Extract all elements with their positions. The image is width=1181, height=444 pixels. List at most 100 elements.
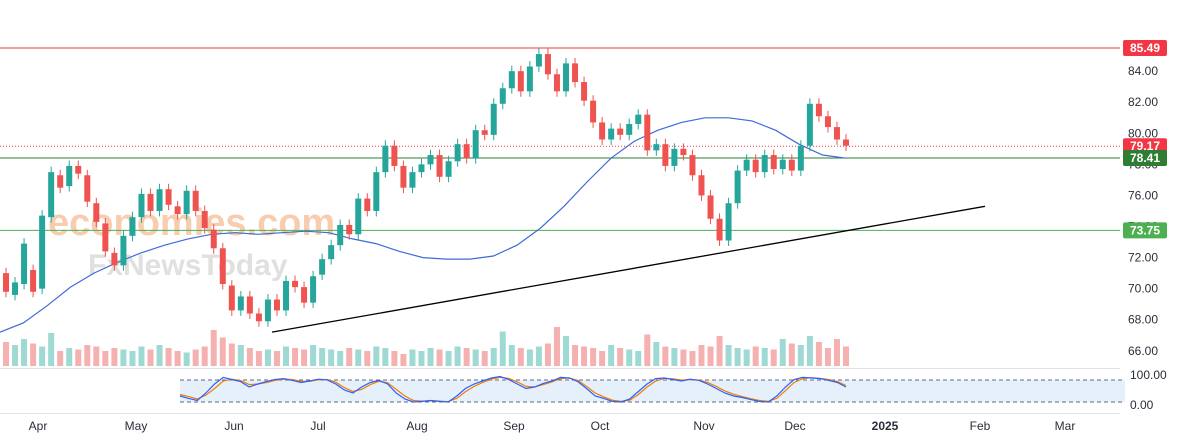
candle-body[interactable] (39, 215, 46, 289)
candle-body[interactable] (228, 285, 235, 311)
candle-body[interactable] (129, 217, 136, 236)
candle-body[interactable] (508, 71, 515, 89)
candle-body[interactable] (626, 123, 633, 135)
candle-body[interactable] (725, 203, 732, 241)
candle-body[interactable] (572, 63, 579, 83)
candle-body[interactable] (644, 114, 651, 151)
candle-body[interactable] (734, 170, 741, 204)
candle-body[interactable] (671, 148, 678, 166)
candle-body[interactable] (93, 203, 100, 222)
candle-body[interactable] (752, 159, 759, 173)
candle-body[interactable] (608, 128, 615, 140)
candle-body[interactable] (174, 206, 181, 215)
candle-body[interactable] (743, 159, 750, 171)
candle-body[interactable] (698, 175, 705, 196)
trendline-line[interactable] (271, 205, 986, 333)
candle-body[interactable] (653, 144, 660, 151)
candle-body[interactable] (237, 296, 244, 311)
candle-body[interactable] (563, 63, 569, 92)
candle-body[interactable] (319, 259, 326, 275)
candle-body[interactable] (120, 235, 127, 266)
candle-body[interactable] (192, 190, 199, 211)
candle-body[interactable] (843, 139, 849, 146)
candle-body[interactable] (833, 127, 840, 140)
candle-body[interactable] (535, 54, 542, 67)
candle-body[interactable] (409, 172, 416, 188)
candle-body[interactable] (156, 189, 163, 211)
candle-body[interactable] (436, 155, 443, 177)
candle-body[interactable] (779, 159, 786, 170)
candle-body[interactable] (707, 195, 714, 219)
candle-body[interactable] (581, 82, 588, 101)
candle-body[interactable] (328, 245, 335, 260)
candle-body[interactable] (84, 175, 91, 202)
candle-body[interactable] (147, 193, 154, 211)
candle-body[interactable] (183, 190, 190, 215)
candle-body[interactable] (264, 299, 271, 322)
candle-body[interactable] (788, 159, 795, 171)
candle-body[interactable] (770, 155, 777, 170)
candle-body[interactable] (544, 54, 551, 75)
candle-body[interactable] (382, 145, 389, 173)
candle-body[interactable] (75, 165, 82, 174)
candle-body[interactable] (526, 66, 533, 92)
candle-body[interactable] (165, 189, 172, 205)
candle-body[interactable] (815, 103, 822, 117)
candle-body[interactable] (400, 165, 407, 188)
candle-body[interactable] (463, 144, 470, 159)
candle-body[interactable] (797, 145, 804, 171)
candle-body[interactable] (111, 252, 118, 266)
candle-body[interactable] (590, 100, 597, 123)
candle-body[interactable] (355, 198, 362, 235)
candle-body[interactable] (346, 224, 353, 235)
candle-body[interactable] (689, 155, 696, 176)
candle-body[interactable] (716, 218, 723, 241)
candle-body[interactable] (138, 193, 145, 218)
candle-body[interactable] (283, 280, 289, 311)
candle-body[interactable] (617, 128, 624, 135)
candle-body[interactable] (364, 198, 371, 211)
price-tick-label: 66.00 (1128, 344, 1158, 358)
candle-body[interactable] (292, 280, 299, 288)
candle-body[interactable] (30, 270, 37, 292)
candle-body[interactable] (517, 71, 524, 92)
candle-body[interactable] (373, 172, 380, 211)
candle-body[interactable] (499, 88, 506, 104)
candle-body[interactable] (806, 103, 813, 146)
volume-bar (472, 349, 479, 366)
candle-body[interactable] (391, 145, 398, 166)
candle-body[interactable] (662, 144, 669, 166)
candle-body[interactable] (255, 313, 262, 322)
candle-body[interactable] (454, 144, 461, 162)
candle-body[interactable] (635, 114, 642, 124)
candle-body[interactable] (490, 103, 497, 135)
candle-body[interactable] (201, 210, 208, 229)
candle-body[interactable] (824, 116, 831, 128)
candle-body[interactable] (418, 164, 425, 173)
candle-body[interactable] (57, 175, 64, 188)
candle-body[interactable] (481, 130, 488, 135)
candle-body[interactable] (219, 248, 226, 285)
candle-body[interactable] (445, 161, 452, 177)
candle-body[interactable] (102, 223, 109, 252)
candle-body[interactable] (599, 122, 606, 140)
candle-body[interactable] (761, 155, 768, 173)
candle-body[interactable] (680, 148, 687, 156)
candle-body[interactable] (3, 273, 9, 292)
candle-body[interactable] (553, 74, 560, 92)
candle-body[interactable] (273, 299, 280, 311)
candle-body[interactable] (310, 276, 317, 303)
price-candles[interactable] (3, 48, 849, 327)
candle-body[interactable] (301, 287, 308, 303)
candle-body[interactable] (427, 155, 434, 165)
trendline[interactable] (271, 205, 986, 333)
candle-body[interactable] (472, 130, 479, 159)
candle-body[interactable] (66, 165, 73, 187)
candle-body[interactable] (246, 296, 253, 314)
candle-body[interactable] (12, 282, 19, 295)
candle-body[interactable] (48, 172, 55, 218)
candle-body[interactable] (337, 224, 344, 246)
candle-body[interactable] (210, 229, 217, 249)
candle-body[interactable] (21, 243, 28, 285)
